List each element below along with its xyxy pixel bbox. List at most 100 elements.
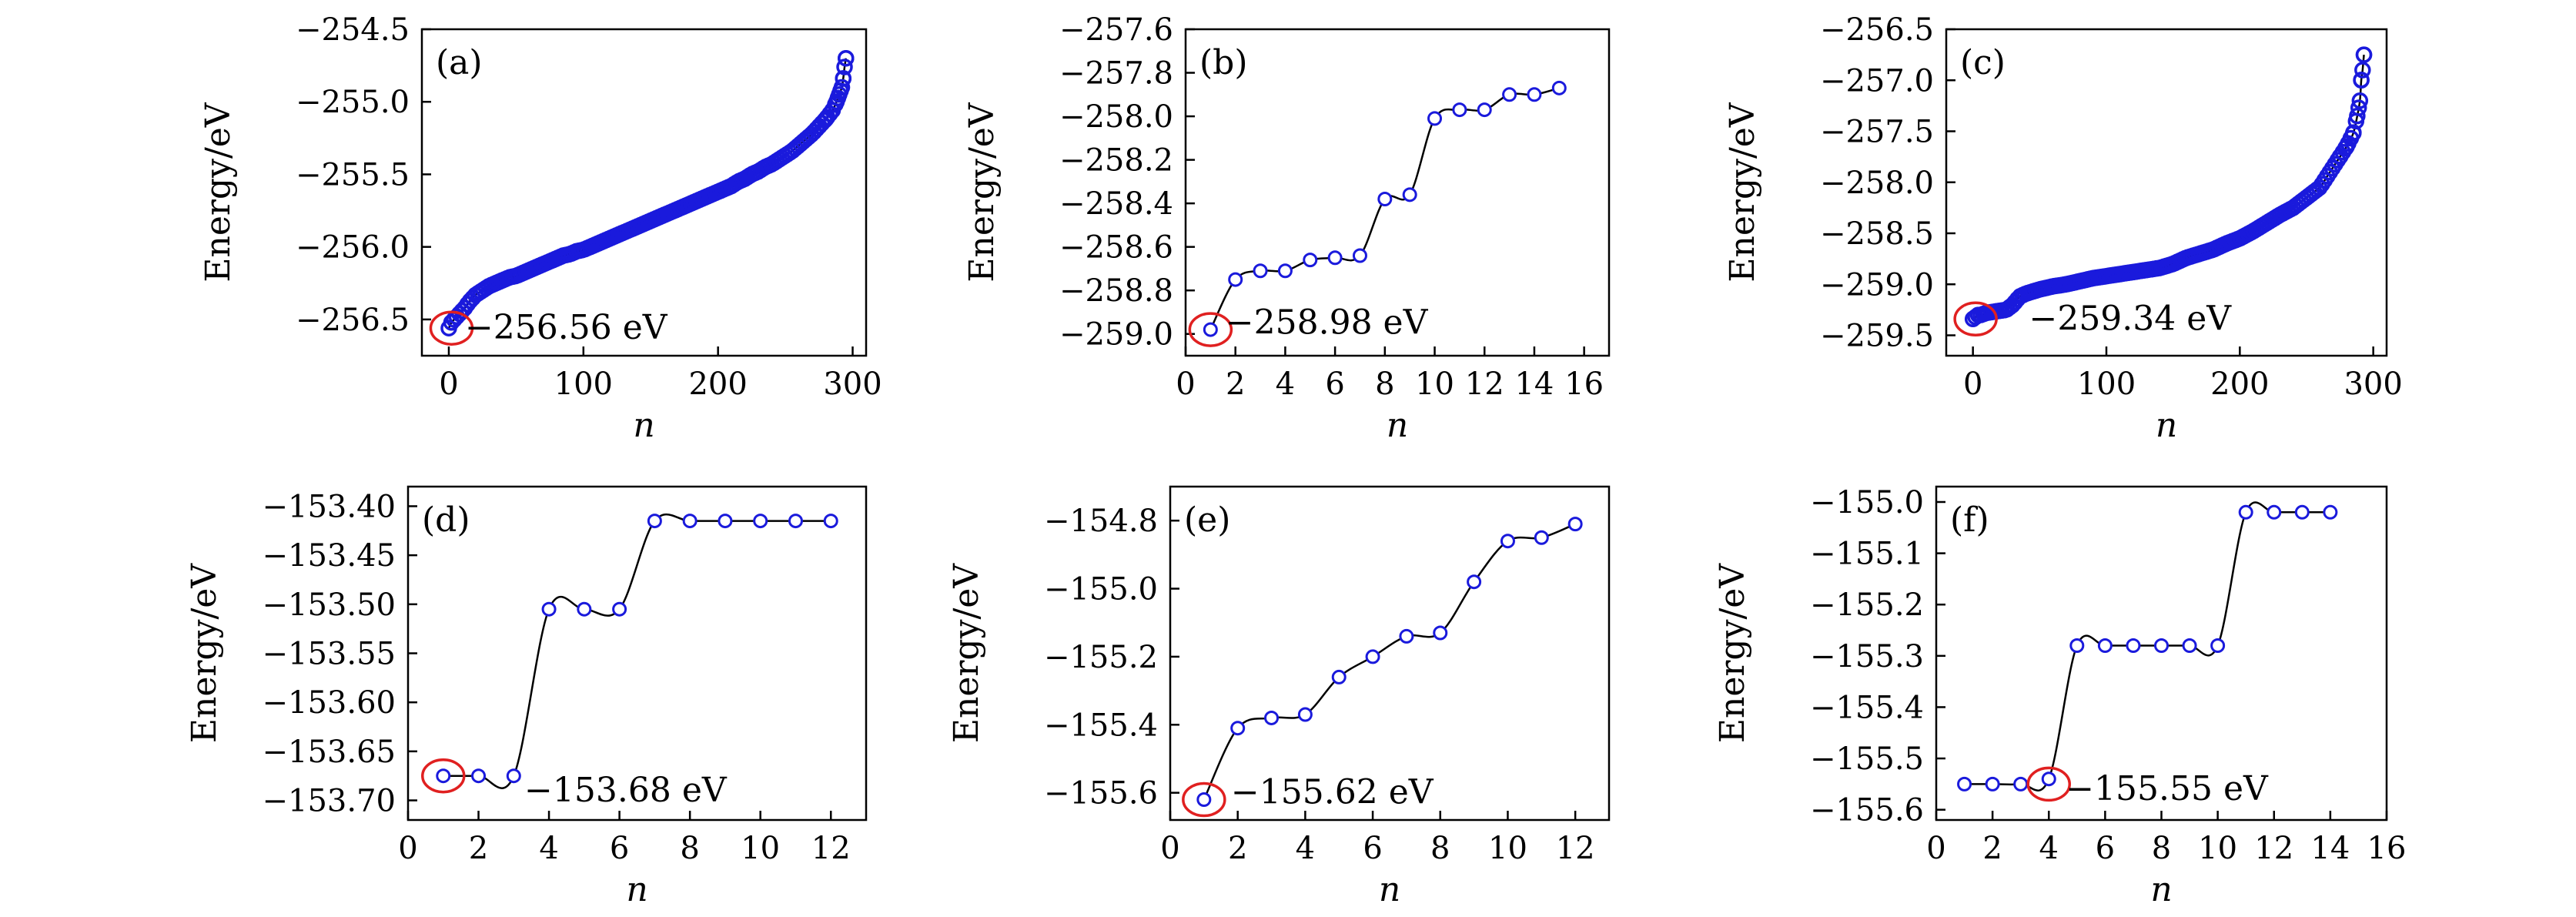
y-tick-label: −155.1 [1810, 537, 1924, 572]
energy-annotation: −153.68 eV [524, 771, 728, 810]
x-tick-label: 6 [1363, 831, 1382, 866]
y-tick-label: −256.5 [1820, 12, 1934, 48]
minimum-highlight [1182, 781, 1226, 818]
panel-label: (e) [1184, 500, 1230, 540]
minimum-highlight [429, 310, 474, 346]
data-point [2353, 72, 2370, 89]
data-point [1264, 710, 1280, 725]
data-point [1277, 263, 1293, 279]
data-point [1427, 111, 1443, 126]
x-axis-label: n [1387, 406, 1408, 445]
data-point [718, 514, 733, 529]
data-point [1303, 253, 1318, 268]
data-point [838, 49, 855, 67]
y-tick-label: −153.60 [263, 685, 396, 721]
x-tick-label: 2 [1228, 831, 1247, 866]
data-point [2210, 638, 2226, 654]
x-tick-label: 100 [554, 366, 613, 402]
minimum-highlight [2026, 766, 2071, 802]
data-point [682, 514, 698, 529]
x-tick-label: 12 [2254, 831, 2293, 866]
data-point [1228, 272, 1243, 287]
x-tick-label: 4 [1296, 831, 1315, 866]
chart-panel: 0 2 4 6 8 10 12 −154.8 −155.0 −155.2 −155.4 −155.6 n… [947, 485, 1611, 909]
x-tick-label: 2 [1982, 831, 2002, 866]
y-tick-label: −153.45 [263, 538, 396, 574]
data-point [1527, 87, 1542, 102]
x-tick-label: 8 [1375, 366, 1394, 402]
y-tick-label: −155.6 [1044, 776, 1158, 812]
data-point [1433, 625, 1448, 641]
data-point [835, 70, 852, 87]
y-tick-label: −258.6 [1059, 230, 1173, 266]
chart-panel: 0 2 4 6 8 10 12 −153.40 −153.45 −153.50 −153.55 −15… [185, 485, 868, 909]
data-point [612, 601, 627, 617]
data-point [2338, 138, 2355, 156]
y-tick-label: −155.2 [1810, 587, 1924, 623]
panel-label: (d) [422, 500, 470, 540]
y-tick-label: −258.4 [1059, 186, 1173, 222]
minimum-highlight [1953, 301, 1998, 337]
axes-frame [1184, 28, 1611, 357]
y-tick-label: −257.5 [1820, 115, 1934, 150]
x-tick-label: 8 [1430, 831, 1450, 866]
y-tick-label: −153.50 [263, 587, 396, 623]
x-tick-label: 200 [2210, 366, 2269, 402]
data-point [1502, 87, 1517, 102]
minimum-highlight [1188, 312, 1233, 347]
y-tick-label: −254.5 [296, 12, 410, 48]
x-tick-label: 4 [539, 831, 558, 866]
data-point [2355, 46, 2373, 63]
data-point [1500, 534, 1515, 549]
data-point [2238, 504, 2253, 520]
y-axis-label: Energy/eV [1713, 563, 1752, 743]
y-tick-label: −259.0 [1820, 267, 1934, 303]
y-tick-label: −155.4 [1810, 690, 1924, 725]
data-point [2351, 92, 2369, 109]
x-tick-label: 12 [1556, 831, 1595, 866]
x-tick-label: 12 [1465, 366, 1504, 402]
y-tick-label: −256.5 [296, 303, 410, 338]
x-tick-label: 0 [1963, 366, 1982, 402]
x-tick-label: 6 [610, 831, 629, 866]
minimum-highlight [421, 758, 466, 794]
x-tick-label: 0 [398, 831, 417, 866]
data-point [2294, 504, 2310, 520]
x-tick-label: 6 [2096, 831, 2115, 866]
y-tick-label: −259.0 [1059, 317, 1173, 353]
data-point [1196, 791, 1212, 807]
data-point [1297, 707, 1313, 722]
y-tick-label: −258.0 [1059, 99, 1173, 135]
y-tick-label: −155.2 [1044, 640, 1158, 675]
x-tick-label: 0 [439, 366, 458, 402]
y-tick-label: −155.0 [1810, 485, 1924, 520]
x-axis-label: n [2150, 870, 2172, 909]
panel-label: (c) [1960, 43, 2006, 82]
y-tick-label: −257.6 [1059, 12, 1173, 48]
y-axis-label: Energy/eV [962, 102, 1002, 282]
y-tick-label: −257.0 [1820, 63, 1934, 99]
y-axis-label: Energy/eV [947, 563, 986, 743]
series-line [1964, 501, 2330, 791]
x-tick-label: 100 [2077, 366, 2136, 402]
data-point [1957, 776, 1972, 791]
data-point [2126, 638, 2141, 654]
x-tick-label: 4 [2039, 831, 2059, 866]
chart-panel: 0 100 200 300 −256.5 −257.0 −257.5 −258.0 −258.5… [1723, 12, 2403, 445]
y-tick-label: −256.0 [296, 230, 410, 266]
series-line [447, 58, 848, 329]
series-line [1203, 523, 1576, 801]
data-point [2097, 638, 2113, 654]
x-tick-label: 0 [1160, 831, 1179, 866]
x-tick-label: 2 [469, 831, 488, 866]
x-tick-label: 10 [741, 831, 780, 866]
x-tick-label: 0 [1176, 366, 1195, 402]
y-tick-label: −155.5 [1810, 741, 1924, 777]
data-point [1327, 250, 1343, 266]
data-point [2013, 776, 2029, 791]
data-point [1534, 530, 1549, 545]
y-tick-label: −155.4 [1044, 708, 1158, 743]
axes-frame [420, 28, 868, 357]
x-tick-label: 16 [2367, 831, 2407, 866]
data-point [1477, 102, 1492, 118]
